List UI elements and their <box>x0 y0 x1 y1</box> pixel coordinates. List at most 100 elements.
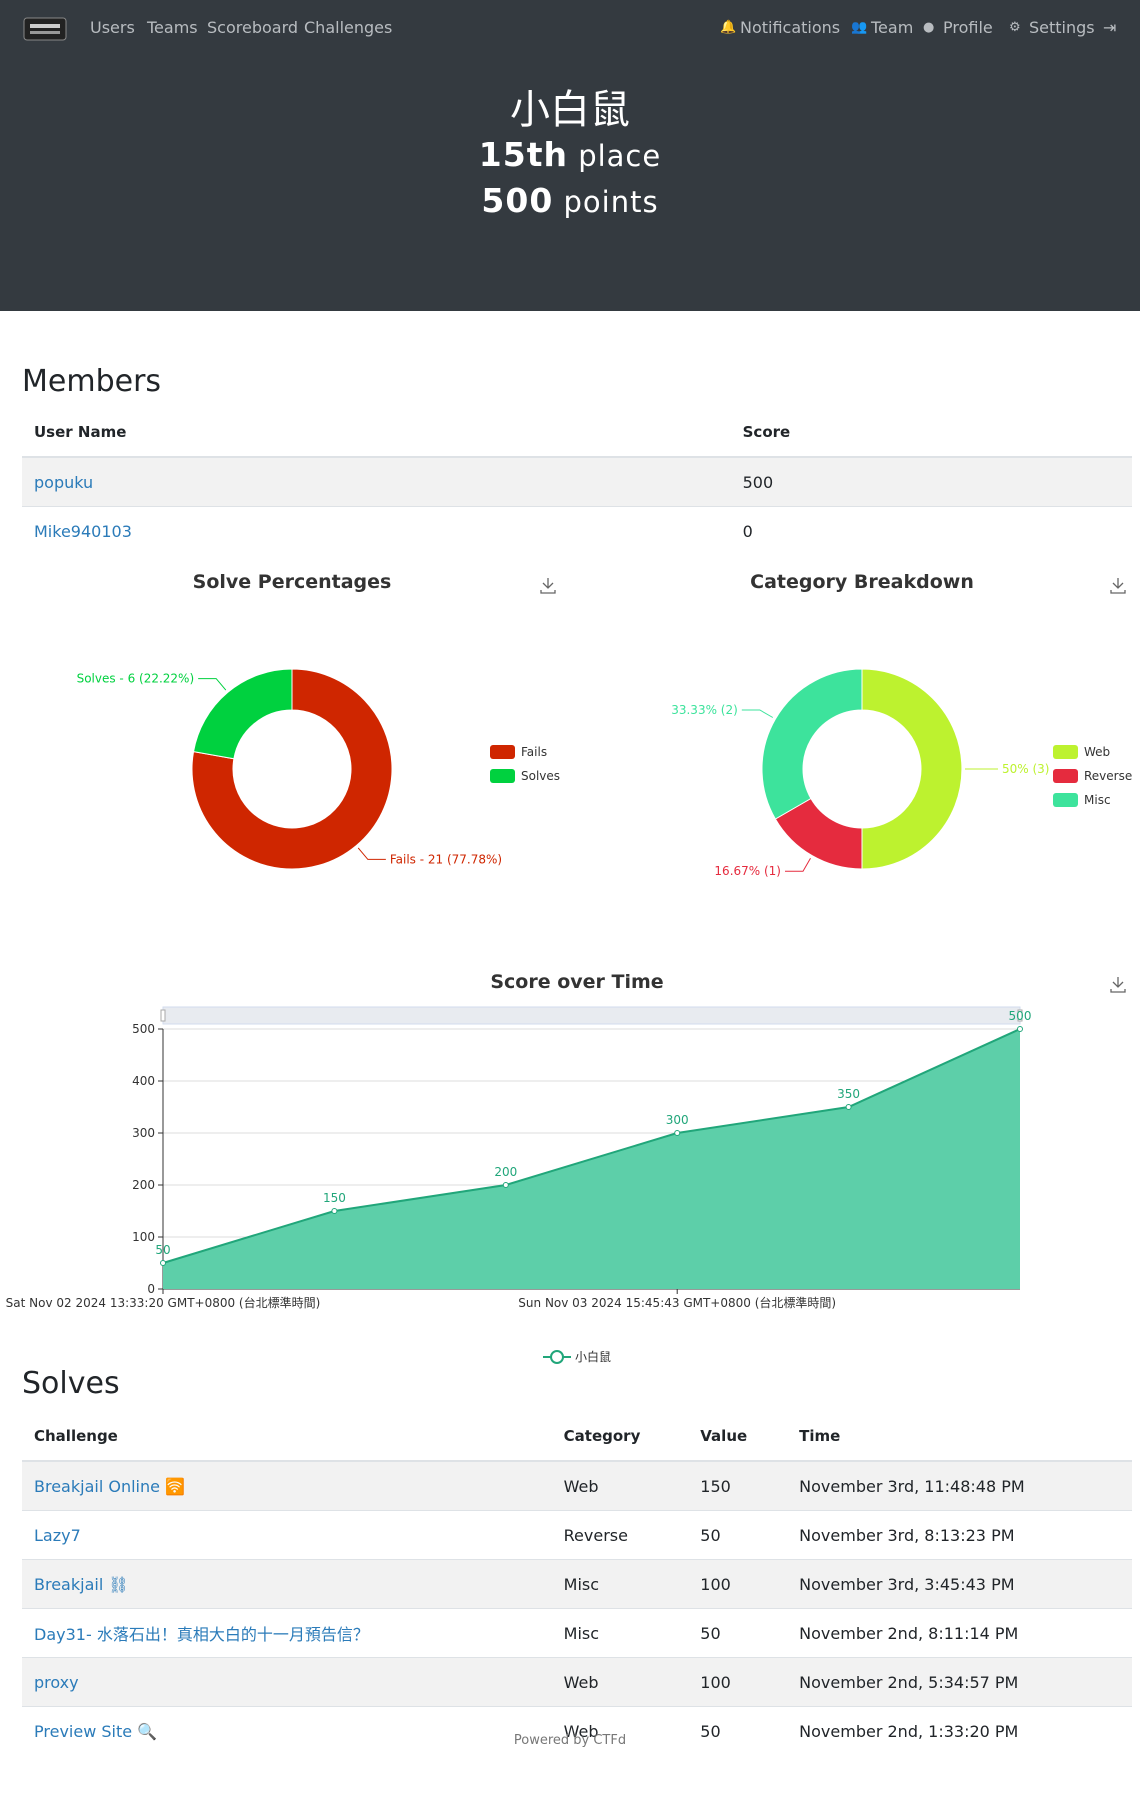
label-line <box>741 709 774 718</box>
link-cell[interactable]: Lazy7 <box>22 1510 552 1560</box>
cell: 150 <box>688 1460 788 1511</box>
legend-label: Web <box>1084 745 1110 759</box>
legend-swatch <box>1053 793 1078 807</box>
column-header: Value <box>688 1412 788 1462</box>
legend-swatch <box>1053 769 1078 783</box>
slice-label: Fails - 21 (77.78%) <box>390 852 502 866</box>
link-cell[interactable]: proxy <box>22 1657 552 1707</box>
zoom-handle <box>160 1009 166 1022</box>
label-line <box>198 678 227 691</box>
nav-link[interactable]: Profile <box>943 18 993 37</box>
download-icon <box>1110 578 1126 594</box>
link-cell[interactable]: popuku <box>22 456 731 507</box>
legend-label: Reverse <box>1084 769 1132 783</box>
x-tick-label: Sun Nov 03 2024 15:45:43 GMT+0800 (台北標準時… <box>518 1295 836 1310</box>
data-label: 500 <box>1009 1009 1032 1023</box>
slice-label: Solves - 6 (22.22%) <box>77 672 195 686</box>
label-line <box>357 847 386 860</box>
table-row: Mike940103 0 <box>22 506 1132 555</box>
pie-slice <box>774 797 863 870</box>
logout-icon[interactable]: ⇥ <box>1103 18 1117 37</box>
legend-label: Solves <box>521 769 560 783</box>
nav-icon: 🔔 <box>720 20 737 35</box>
table-row: Day31- 水落石出！真相大白的十一月預告信？ Misc 50 November 2… <box>22 1608 1132 1658</box>
point <box>674 1130 681 1136</box>
y-tick-label: 0 <box>147 1282 155 1296</box>
points-label: points <box>563 185 659 219</box>
cell: November 2nd, 5:34:57 PM <box>787 1657 1132 1707</box>
chart-title: Solve Percentages <box>193 571 392 593</box>
link-cell[interactable]: Day31- 水落石出！真相大白的十一月預告信？ <box>22 1608 552 1658</box>
point <box>1017 1026 1023 1032</box>
navbar: Users Teams Scoreboard Challenges 🔔 Notificat… <box>0 0 1140 57</box>
cell: 500 <box>730 456 1132 507</box>
column-header: Challenge <box>22 1412 552 1462</box>
members-title: Members <box>22 364 162 399</box>
y-tick-label: 100 <box>132 1230 155 1244</box>
logo[interactable] <box>22 14 68 44</box>
points: 500 <box>481 181 554 220</box>
column-header: User Name <box>22 408 731 458</box>
nav-link[interactable]: Challenges <box>304 18 393 37</box>
nav-link[interactable]: Users <box>90 18 135 37</box>
label-line <box>785 857 811 872</box>
column-header: Score <box>730 408 1132 458</box>
link-cell[interactable]: Breakjail ⛓ <box>22 1559 552 1609</box>
legend-swatch <box>490 745 515 759</box>
cell: 50 <box>688 1706 788 1755</box>
nav-link[interactable]: Team <box>871 18 914 37</box>
team-name: 小白鼠 <box>510 87 630 133</box>
cell: 50 <box>688 1608 788 1658</box>
table-row: proxy Web 100 November 2nd, 5:34:57 PM <box>22 1657 1132 1707</box>
cell: Web <box>551 1460 689 1511</box>
cell: November 2nd, 8:11:14 PM <box>787 1608 1132 1658</box>
link-cell[interactable]: Mike940103 <box>22 506 731 555</box>
footer: Powered by CTFd <box>513 1733 627 1748</box>
legend-label: Fails <box>521 745 547 759</box>
point <box>160 1260 166 1266</box>
link-cell[interactable]: Breakjail Online 🛜 <box>22 1460 552 1511</box>
point <box>845 1104 852 1110</box>
pie-slice <box>191 668 393 870</box>
cell: November 3rd, 3:45:43 PM <box>787 1559 1132 1609</box>
table-row: Preview Site 🔍 Web 50 November 2nd, 1:33:20… <box>22 1706 1132 1755</box>
legend-label: Misc <box>1084 793 1111 807</box>
slice-label: 33.33% (2) <box>671 703 738 717</box>
link-cell[interactable]: Preview Site 🔍 <box>22 1706 552 1755</box>
legend-swatch <box>490 769 515 783</box>
points-line: 500 points <box>0 181 1140 220</box>
nav-link[interactable]: Notifications <box>740 18 841 37</box>
legend-swatch <box>1053 745 1078 759</box>
cell: November 2nd, 1:33:20 PM <box>787 1706 1132 1755</box>
pie-slice <box>192 668 293 760</box>
x-tick-label: Sat Nov 02 2024 13:33:20 GMT+0800 (台北標準時… <box>6 1295 321 1310</box>
solves-title: Solves <box>22 1366 120 1401</box>
cell: November 3rd, 8:13:23 PM <box>787 1510 1132 1560</box>
zoom-handle <box>1017 1009 1023 1022</box>
cell: 0 <box>730 506 1132 555</box>
download-icon <box>1110 977 1126 993</box>
table-row: Breakjail ⛓ Misc 100 November 3rd, 3:45:43 … <box>22 1559 1132 1609</box>
place-line: 15th place <box>0 135 1140 174</box>
nav-link[interactable]: Settings <box>1029 18 1095 37</box>
table-row: popuku 500 <box>22 456 1132 507</box>
pie-slice <box>761 668 863 820</box>
column-header: Time <box>787 1412 1132 1462</box>
solves-table: Challenge Category Value Time Breakjail Onli… <box>22 1412 1132 1755</box>
slice-label: 16.67% (1) <box>714 864 781 878</box>
place: 15th <box>478 135 568 174</box>
cell: 50 <box>688 1510 788 1560</box>
nav-icon: ● <box>923 20 935 35</box>
place-label: place <box>578 139 662 173</box>
point <box>331 1208 338 1214</box>
zoom-slider <box>162 1006 1021 1025</box>
chart-title: Category Breakdown <box>750 571 974 593</box>
legend-point <box>550 1350 564 1364</box>
cell: Reverse <box>551 1510 689 1560</box>
nav-link[interactable]: Scoreboard <box>207 18 299 37</box>
nav-link[interactable]: Teams <box>147 18 198 37</box>
nav-icon: 👥 <box>851 20 868 35</box>
download-icon <box>540 578 556 594</box>
